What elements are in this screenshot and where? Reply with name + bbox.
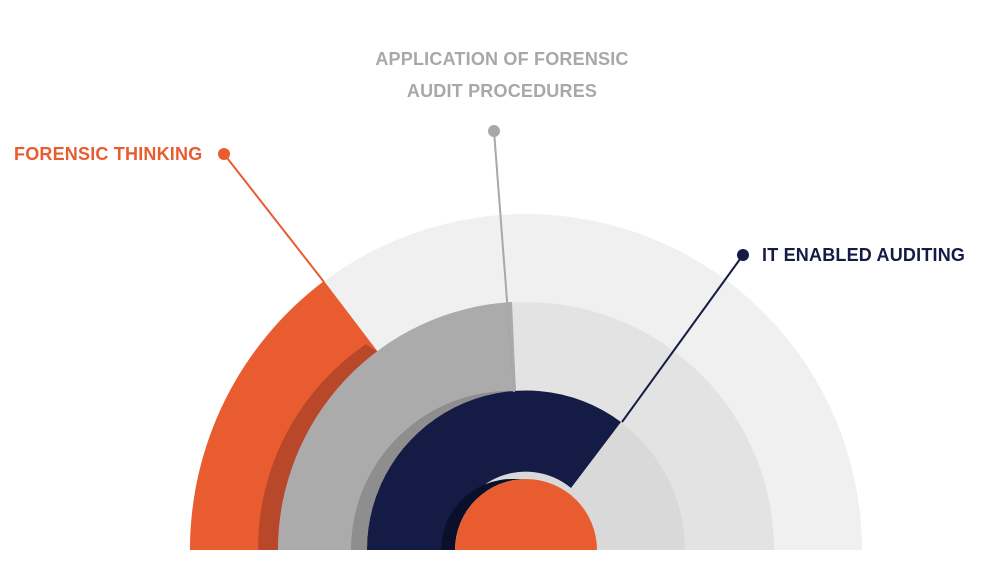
- forensic-thinking-shadow: [257, 344, 378, 550]
- forensic-thinking-marker-dot: [218, 148, 230, 160]
- it-enabled-auditing-label: IT ENABLED AUDITING: [762, 245, 966, 265]
- application-procedures-marker-dot: [488, 125, 500, 137]
- center-half-circle: [455, 479, 597, 550]
- application-procedures-shadow: [350, 391, 516, 550]
- it-enabled-leader-line: [621, 254, 744, 423]
- it-enabled-auditing-segment: [366, 390, 621, 550]
- forensic-thinking-leader-line: [223, 153, 325, 283]
- application-procedures-leader-line: [493, 130, 515, 393]
- it-enabled-auditing-shadow: [441, 478, 526, 550]
- forensic-thinking-segment: [189, 281, 378, 550]
- application-label-line2: AUDIT PROCEDURES: [406, 81, 598, 101]
- application-procedures-segment: [277, 302, 516, 550]
- application-label-line1: APPLICATION OF FORENSIC: [375, 49, 629, 69]
- it-enabled-marker-dot: [737, 249, 749, 261]
- application-procedures-label: APPLICATION OF FORENSIC AUDIT PROCEDURES: [372, 43, 632, 107]
- forensic-thinking-label: FORENSIC THINKING: [14, 144, 203, 164]
